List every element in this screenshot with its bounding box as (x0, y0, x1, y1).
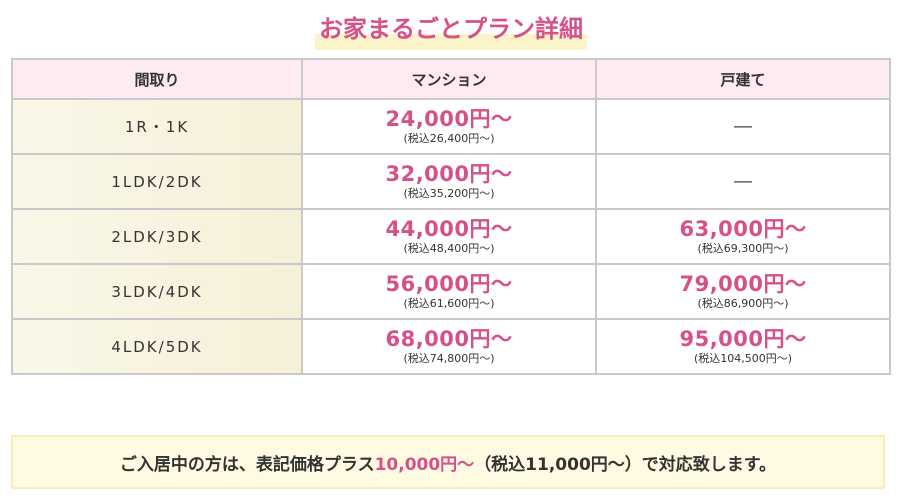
table-row: 2LDK/3DK 44,000円～ (税込48,400円～) 63,000円～ … (11, 208, 891, 265)
mansion-tax-price: (税込74,800円～) (403, 352, 495, 365)
mansion-price: 68,000円～ (385, 327, 513, 351)
house-price: 63,000円～ (679, 217, 807, 241)
mansion-price-cell: 24,000円～ (税込26,400円～) (301, 98, 597, 155)
mansion-tax-price: (税込35,200円～) (403, 187, 495, 200)
note-highlight-price: 10,000円～ (374, 454, 475, 475)
mansion-tax-price: (税込26,400円～) (403, 132, 495, 145)
house-na-dash: ― (734, 171, 752, 192)
house-price-cell: 95,000円～ (税込104,500円～) (595, 318, 891, 375)
house-tax-price: (税込69,300円～) (697, 242, 789, 255)
header-house: 戸建て (595, 58, 891, 100)
house-price: 95,000円～ (679, 327, 807, 351)
table-row: 1R・1K 24,000円～ (税込26,400円～) ― (11, 98, 891, 155)
layout-cell: 1LDK/2DK (11, 153, 303, 210)
mansion-price: 44,000円～ (385, 217, 513, 241)
note-text-before: ご入居中の方は、表記価格プラス (119, 454, 375, 475)
house-tax-price: (税込86,900円～) (697, 297, 789, 310)
mansion-price: 32,000円～ (385, 162, 513, 186)
layout-cell: 2LDK/3DK (11, 208, 303, 265)
house-price: 79,000円～ (679, 272, 807, 296)
house-tax-price: (税込104,500円～) (693, 352, 793, 365)
mansion-price-cell: 68,000円～ (税込74,800円～) (301, 318, 597, 375)
mansion-tax-price: (税込48,400円～) (403, 242, 495, 255)
mansion-tax-price: (税込61,600円～) (403, 297, 495, 310)
note-text-after: （税込11,000円～）で対応致します。 (474, 454, 777, 475)
layout-cell: 3LDK/4DK (11, 263, 303, 320)
resident-note: ご入居中の方は、表記価格プラス 10,000円～ （税込11,000円～）で対応致し… (11, 435, 885, 489)
mansion-price: 24,000円～ (385, 107, 513, 131)
table-header-row: 間取り マンション 戸建て (11, 58, 891, 100)
table-row: 1LDK/2DK 32,000円～ (税込35,200円～) ― (11, 153, 891, 210)
mansion-price-cell: 44,000円～ (税込48,400円～) (301, 208, 597, 265)
house-na-dash: ― (734, 116, 752, 137)
header-mansion: マンション (301, 58, 597, 100)
mansion-price: 56,000円～ (385, 272, 513, 296)
table-row: 3LDK/4DK 56,000円～ (税込61,600円～) 79,000円～ … (11, 263, 891, 320)
house-price-cell: 79,000円～ (税込86,900円～) (595, 263, 891, 320)
header-layout: 間取り (11, 58, 303, 100)
house-price-cell: ― (595, 98, 891, 155)
page-title: お家まるごとプラン詳細 (0, 8, 902, 50)
layout-cell: 4LDK/5DK (11, 318, 303, 375)
page-title-text: お家まるごとプラン詳細 (315, 8, 587, 50)
layout-cell: 1R・1K (11, 98, 303, 155)
house-price-cell: 63,000円～ (税込69,300円～) (595, 208, 891, 265)
house-price-cell: ― (595, 153, 891, 210)
mansion-price-cell: 56,000円～ (税込61,600円～) (301, 263, 597, 320)
table-row: 4LDK/5DK 68,000円～ (税込74,800円～) 95,000円～ … (11, 318, 891, 375)
plan-table: 間取り マンション 戸建て 1R・1K 24,000円～ (税込26,400円～… (11, 58, 891, 375)
mansion-price-cell: 32,000円～ (税込35,200円～) (301, 153, 597, 210)
